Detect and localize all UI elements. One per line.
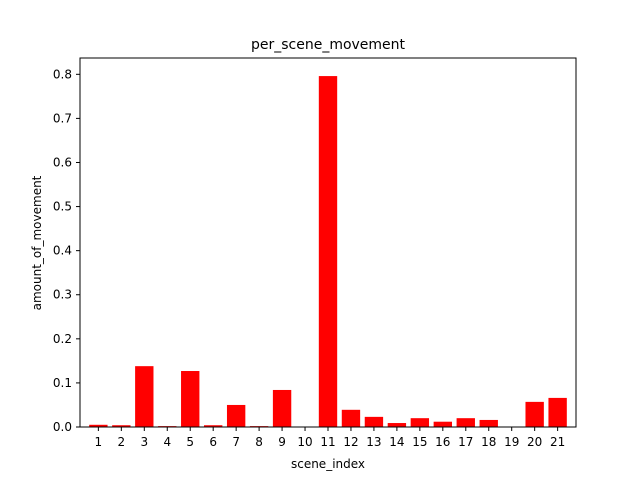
bar-scene-1 (89, 424, 108, 427)
y-tick-label: 0.1 (53, 376, 72, 390)
bar-scene-6 (204, 425, 223, 427)
y-tick-label: 0.6 (53, 155, 72, 169)
chart-title: per_scene_movement (251, 37, 406, 53)
x-tick-label: 13 (366, 435, 381, 449)
bar-scene-16 (433, 421, 452, 427)
y-tick-label: 0.0 (53, 420, 72, 434)
bar-scene-14 (387, 423, 407, 427)
bar-scene-12 (341, 409, 361, 427)
x-axis-label: scene_index (291, 457, 365, 471)
x-tick-label: 20 (527, 435, 542, 449)
bar-scene-9 (272, 389, 292, 427)
x-tick-label: 5 (186, 435, 194, 449)
x-tick-label: 10 (297, 435, 312, 449)
y-tick-label: 0.2 (53, 332, 72, 346)
bar-scene-20 (525, 401, 544, 427)
x-tick-label: 3 (140, 435, 148, 449)
x-tick-label: 8 (255, 435, 263, 449)
y-tick-label: 0.5 (53, 200, 72, 214)
x-tick-label: 11 (320, 435, 335, 449)
plot-frame (79, 57, 577, 428)
bar-scene-5 (181, 371, 200, 427)
bar-scene-18 (479, 419, 498, 427)
x-tick-label: 12 (343, 435, 358, 449)
x-tick-label: 21 (550, 435, 565, 449)
x-tick-label: 16 (435, 435, 450, 449)
bars-group (89, 76, 567, 428)
x-tick-label: 4 (163, 435, 171, 449)
bar-scene-15 (410, 418, 430, 427)
x-tick-label: 17 (458, 435, 473, 449)
x-tick-label: 2 (118, 435, 126, 449)
y-tick-label: 0.3 (53, 288, 72, 302)
x-axis-ticks: 1 2 3 4 5 6 7 8 9 10 11 12 13 14 15 16 17 18 19 20 21 (95, 427, 565, 449)
y-axis-ticks: 0.0 0.1 0.2 0.3 0.4 0.5 0.6 0.7 0.8 (53, 67, 80, 434)
bar-scene-7 (226, 404, 246, 427)
bar-scene-21 (548, 397, 567, 427)
y-tick-label: 0.7 (53, 111, 72, 125)
y-tick-label: 0.8 (53, 67, 72, 81)
x-tick-label: 9 (278, 435, 286, 449)
x-tick-label: 15 (412, 435, 427, 449)
bar-scene-3 (135, 366, 154, 427)
bar-scene-17 (456, 418, 475, 427)
bar-scene-11 (318, 76, 338, 428)
y-tick-label: 0.4 (53, 244, 72, 258)
x-tick-label: 18 (481, 435, 496, 449)
x-tick-label: 1 (95, 435, 103, 449)
bar-scene-13 (364, 416, 384, 427)
x-tick-label: 6 (209, 435, 217, 449)
x-tick-label: 14 (389, 435, 404, 449)
y-axis-label: amount_of_movement (30, 175, 44, 310)
bar-scene-2 (112, 425, 131, 427)
x-tick-label: 7 (232, 435, 240, 449)
x-tick-label: 19 (504, 435, 519, 449)
